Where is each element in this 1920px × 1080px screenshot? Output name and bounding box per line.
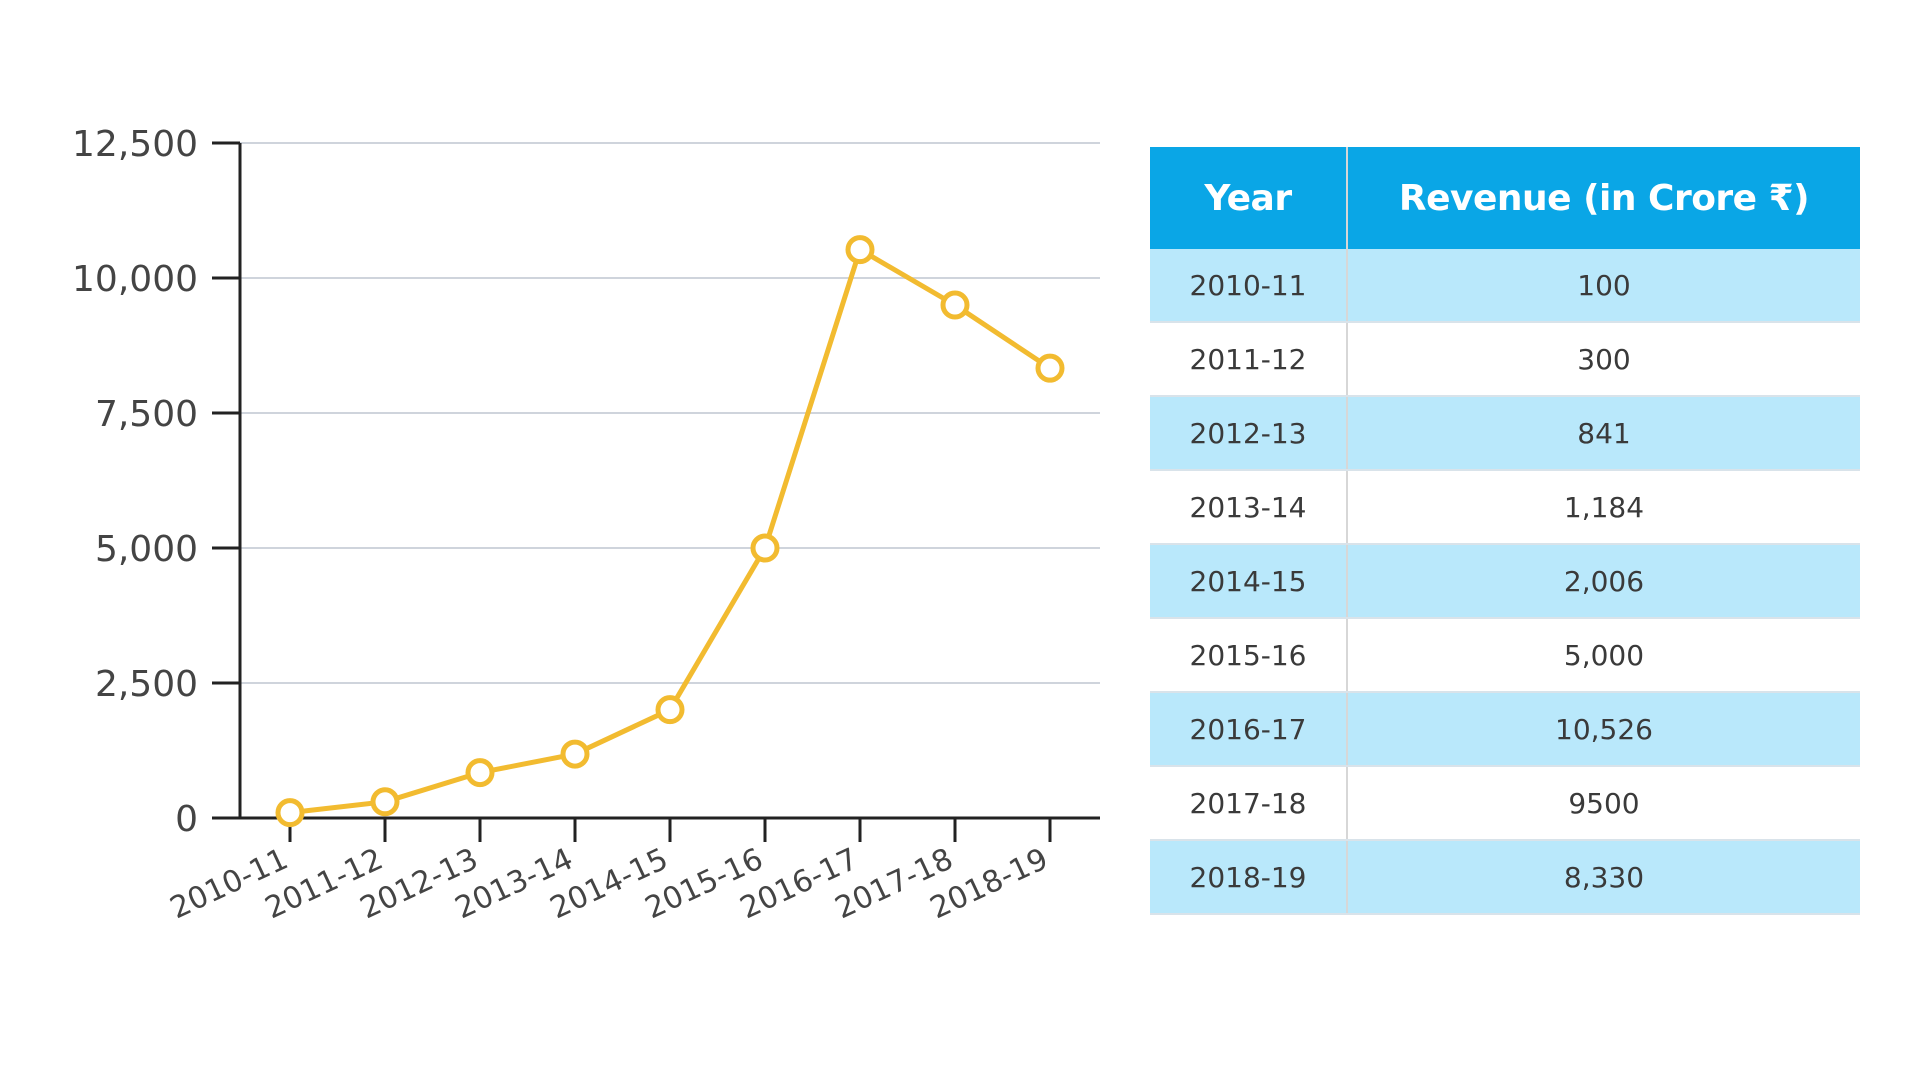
revenue-cell: 300: [1347, 322, 1860, 397]
revenue-cell: 100: [1347, 249, 1860, 323]
revenue-line-chart: 02,5005,0007,50010,00012,5002010-112011-…: [72, 124, 1100, 926]
data-point: [465, 758, 495, 788]
year-cell: 2017-18: [1150, 766, 1348, 841]
data-point: [275, 798, 305, 828]
year-cell: 2013-14: [1150, 470, 1348, 545]
revenue-cell: 841: [1347, 396, 1860, 471]
table-row: 2017-18 9500: [1150, 766, 1860, 841]
table-row: 2013-14 1,184: [1150, 470, 1860, 545]
data-point: [370, 787, 400, 817]
year-cell: 2010-11: [1150, 249, 1348, 323]
data-point: [940, 290, 970, 320]
revenue-table: Year Revenue (in Crore ₹) 2010-11 100 20…: [1150, 147, 1860, 915]
data-point: [560, 739, 590, 769]
series-line: [287, 247, 1053, 816]
table-row: 2014-15 2,006: [1150, 544, 1860, 619]
revenue-table-container: Year Revenue (in Crore ₹) 2010-11 100 20…: [1150, 147, 1860, 915]
table-row: 2018-19 8,330: [1150, 840, 1860, 915]
year-cell: 2012-13: [1150, 396, 1348, 471]
y-tick-label: 2,500: [95, 664, 198, 705]
year-cell: 2015-16: [1150, 618, 1348, 693]
table-row: 2015-16 5,000: [1150, 618, 1860, 693]
data-point: [1035, 353, 1065, 383]
y-tick-label: 0: [175, 799, 198, 840]
year-cell: 2011-12: [1150, 322, 1348, 397]
y-tick-label: 5,000: [95, 529, 198, 570]
year-cell: 2018-19: [1150, 840, 1348, 915]
table-row: 2016-17 10,526: [1150, 692, 1860, 767]
data-point: [845, 235, 875, 265]
year-cell: 2014-15: [1150, 544, 1348, 619]
revenue-cell: 1,184: [1347, 470, 1860, 545]
revenue-cell: 5,000: [1347, 618, 1860, 693]
y-tick-label: 7,500: [95, 394, 198, 435]
revenue-cell: 2,006: [1347, 544, 1860, 619]
table-header-row: Year Revenue (in Crore ₹): [1150, 147, 1860, 249]
revenue-column-header: Revenue (in Crore ₹): [1347, 147, 1860, 249]
data-point: [750, 533, 780, 563]
year-column-header: Year: [1150, 147, 1348, 249]
y-tick-label: 12,500: [72, 124, 198, 165]
table-row: 2012-13 841: [1150, 396, 1860, 471]
y-tick-label: 10,000: [72, 259, 198, 300]
revenue-cell: 10,526: [1347, 692, 1860, 767]
data-point: [655, 695, 685, 725]
table-row: 2010-11 100: [1150, 249, 1860, 323]
revenue-cell: 9500: [1347, 766, 1860, 841]
revenue-cell: 8,330: [1347, 840, 1860, 915]
year-cell: 2016-17: [1150, 692, 1348, 767]
table-row: 2011-12 300: [1150, 322, 1860, 397]
